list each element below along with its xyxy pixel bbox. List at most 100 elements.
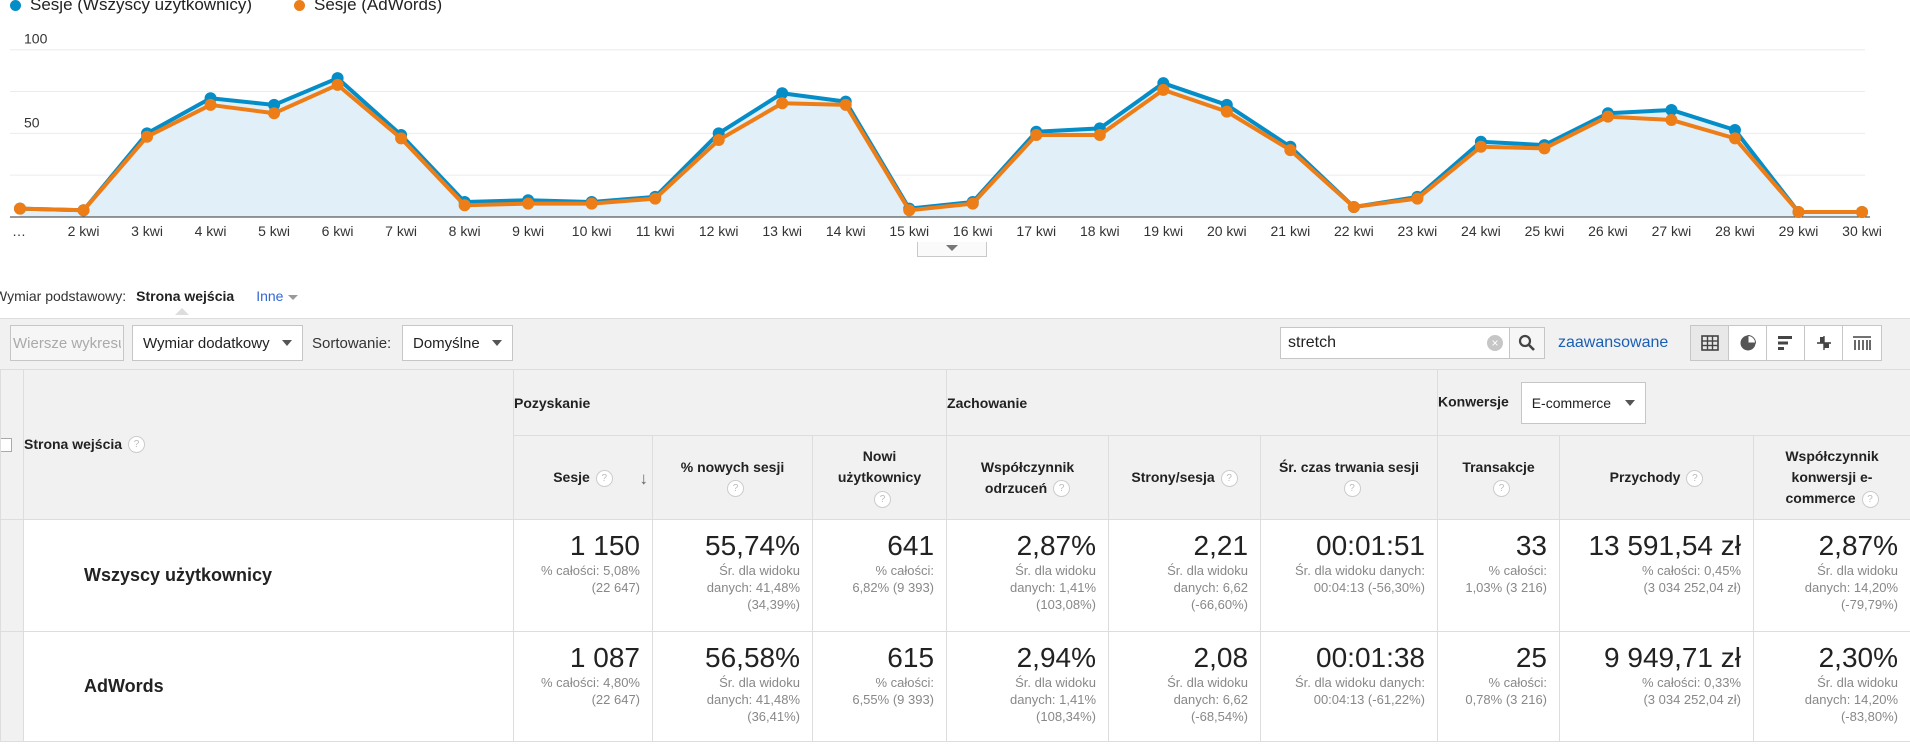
metric-comparison: danych: 1,41% [1010,580,1097,595]
metric-comparison: (22 647) [591,580,640,595]
metric-cell: 2,21 Śr. dla widoku danych: 6,62 (-66,60%) [1108,519,1262,632]
table-row[interactable]: Wszyscy użytkownicy 1 150 % całości: 5,08… [0,519,1910,632]
col-sessions-label: Sesje [553,469,590,485]
sort-label: Sortowanie: [312,335,392,352]
help-icon[interactable]: ? [1053,480,1071,498]
data-point [395,132,408,145]
metric-comparison: 6,55% (9 393) [852,692,935,707]
help-icon[interactable]: ? [1861,490,1879,508]
col-new-sessions-pct[interactable]: % nowych sesji? [652,435,813,520]
search-value: stretch [1288,334,1337,351]
dimension-header[interactable]: Strona wejścia? [23,369,514,520]
metric-comparison: % całości: 0,45% [1642,563,1742,578]
data-point [712,134,725,147]
metric-comparison: 0,78% (3 216) [1465,692,1548,707]
table-search-input[interactable]: stretch × [1280,327,1510,359]
comparison-icon [1816,336,1831,350]
x-tick-label: 17 kwi [1016,223,1056,239]
chevron-down-icon [946,245,958,251]
help-icon[interactable]: ? [1686,469,1704,487]
data-point [1856,205,1868,218]
metric-cell: 56,58% Śr. dla widoku danych: 41,48% (36,41… [652,631,813,742]
search-button[interactable] [1509,327,1545,359]
col-new-users-label: Nowi użytkownicy [837,448,922,485]
metric-comparison: (-66,60%) [1190,597,1249,612]
sort-dropdown[interactable]: Domyślne [402,325,513,361]
col-avg-duration[interactable]: Śr. czas trwania sesji? [1260,435,1439,520]
metric-value: 25 [1515,642,1548,673]
data-point [1728,132,1741,145]
help-icon[interactable]: ? [595,469,613,487]
metric-comparison: 6,82% (9 393) [852,580,935,595]
dimension-header-label: Strona wejścia [24,435,123,452]
metric-comparison: danych: 14,20% [1804,580,1899,595]
col-bounce-rate[interactable]: Współczynnik odrzuceń? [946,435,1110,520]
col-conversion-rate[interactable]: Współczynnik konwersji e-commerce? [1753,435,1910,520]
x-tick-label: 22 kwi [1334,223,1374,239]
data-point [649,192,662,205]
data-view-button[interactable] [1691,326,1729,360]
primary-dimension-other[interactable]: Inne [256,288,298,304]
performance-view-button[interactable] [1767,326,1805,360]
metric-comparison: (-83,80%) [1840,709,1899,724]
x-tick-label: 16 kwi [953,223,993,239]
search-icon [1518,334,1535,351]
chart-collapse-handle[interactable] [917,242,987,257]
clear-icon[interactable]: × [1487,335,1503,351]
percentage-view-button[interactable] [1729,326,1767,360]
help-icon[interactable]: ? [1343,480,1361,498]
chart-rows-button[interactable]: Wiersze wykresu [10,325,124,361]
group-conversions-label: Konwersje [1438,393,1509,410]
metric-value: 13 591,54 zł [1588,530,1742,561]
metric-comparison: (108,34%) [1036,709,1097,724]
help-icon[interactable]: ? [1220,469,1238,487]
row-label: Wszyscy użytkownicy [23,519,514,632]
metric-cell: 33 % całości: 1,03% (3 216) [1437,519,1561,632]
bar-list-icon [1777,336,1792,350]
primary-dimension-selected[interactable]: Strona wejścia [136,288,235,315]
advanced-filter-link[interactable]: zaawansowane [1558,334,1669,351]
metric-comparison: Śr. dla widoku [1817,563,1899,578]
x-tick-label: 3 kwi [131,223,163,239]
metric-comparison: (-79,79%) [1840,597,1899,612]
data-point [1157,83,1170,96]
pivot-table-icon [1853,336,1871,350]
help-icon[interactable]: ? [874,490,891,508]
col-revenue[interactable]: Przychody? [1559,435,1755,520]
data-point [1792,205,1805,218]
x-tick-label: 27 kwi [1652,223,1692,239]
data-point [1728,124,1741,137]
metric-cell: 641 % całości: 6,82% (9 393) [811,519,948,632]
caret-down-icon [1625,399,1636,406]
x-tick-label: 14 kwi [826,223,866,239]
legend-item-all-users[interactable]: Sesje (Wszyscy użytkownicy) [10,0,252,15]
select-all-checkbox[interactable] [0,437,12,452]
metric-value: 9 949,71 zł [1604,642,1742,673]
comparison-view-button[interactable] [1805,326,1843,360]
legend-item-adwords[interactable]: Sesje (AdWords) [294,0,442,15]
conversion-type-dropdown[interactable]: E-commerce [1520,381,1647,424]
x-tick-label: … [12,223,26,239]
metric-value: 1 150 [569,530,640,561]
row-checkbox-cell [0,519,24,632]
col-transactions[interactable]: Transakcje? [1437,435,1561,520]
metric-value: 615 [887,642,935,673]
col-sessions[interactable]: Sesje? ↓ [513,435,653,520]
x-tick-label: 5 kwi [258,223,290,239]
series-line [19,82,1862,214]
metric-comparison: Śr. dla widoku [719,675,800,690]
metric-value: 00:01:51 [1316,530,1426,561]
metric-value: 00:01:38 [1316,642,1426,673]
col-pages-session[interactable]: Strony/sesja? [1108,435,1262,520]
table-row[interactable]: AdWords 1 087 % całości: 4,80% (22 647) 56,… [0,631,1910,742]
help-icon[interactable]: ? [128,436,146,454]
metric-comparison: (3 034 252,04 zł) [1643,692,1742,707]
data-point [204,98,217,111]
help-icon[interactable]: ? [1493,480,1511,498]
secondary-dimension-dropdown[interactable]: Wymiar dodatkowy [132,325,303,361]
pivot-view-button[interactable] [1843,326,1881,360]
col-new-users[interactable]: Nowi użytkownicy? [811,435,948,520]
legend-label: Sesje (AdWords) [314,0,443,14]
legend-label: Sesje (Wszyscy użytkownicy) [30,0,252,14]
help-icon[interactable]: ? [727,480,744,498]
